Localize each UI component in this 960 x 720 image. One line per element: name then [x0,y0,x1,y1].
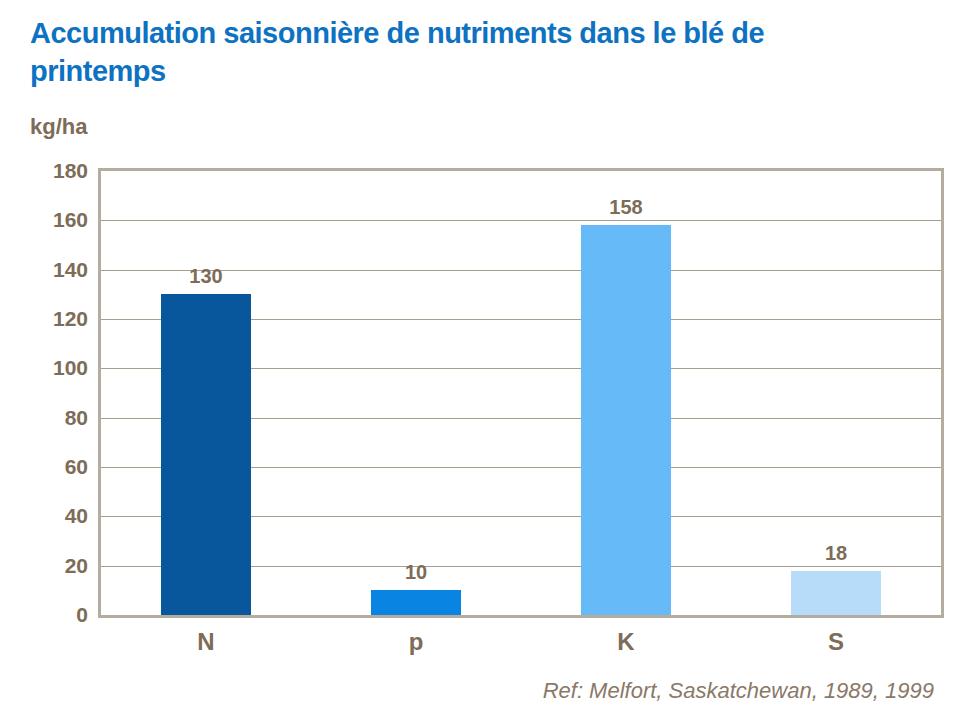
slide: Accumulation saisonnière de nutriments d… [0,0,960,720]
y-tick-label: 180 [8,158,88,184]
y-tick-label: 80 [8,405,88,431]
y-tick-label: 100 [8,355,88,381]
y-tick-label: 60 [8,454,88,480]
y-tick-label: 160 [8,207,88,233]
y-tick-label: 140 [8,257,88,283]
x-category-label: K [566,628,686,656]
plot-area: 130 10 158 18 [98,168,944,618]
bar-value-label: 158 [566,196,686,219]
x-category-label: p [356,628,476,656]
x-category-label: S [776,628,896,656]
y-tick-label: 20 [8,553,88,579]
y-tick-label: 0 [8,602,88,628]
y-axis-unit-label: kg/ha [30,114,87,140]
bar [161,294,251,615]
reference-note: Ref: Melfort, Saskatchewan, 1989, 1999 [543,678,934,704]
bar-value-label: 10 [356,561,476,584]
x-category-label: N [146,628,266,656]
bar [581,225,671,615]
y-tick-label: 120 [8,306,88,332]
bar [371,590,461,615]
bar-value-label: 18 [776,542,896,565]
chart-title: Accumulation saisonnière de nutriments d… [30,14,900,90]
gridline [101,220,941,221]
bar [791,571,881,615]
bar-value-label: 130 [146,265,266,288]
y-tick-label: 40 [8,503,88,529]
